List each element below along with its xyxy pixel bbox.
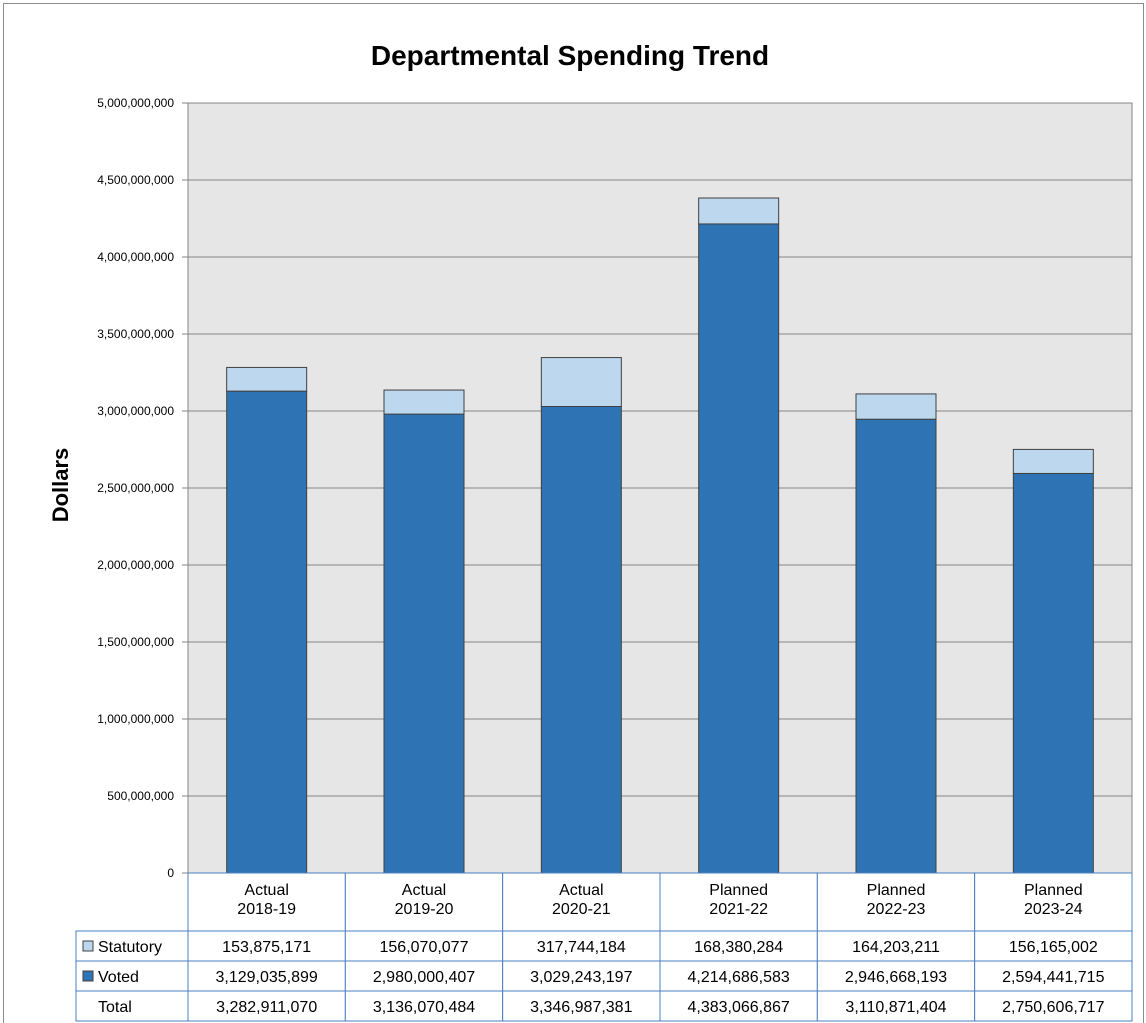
- bar-statutory-4: [855, 393, 937, 420]
- y-tick-label: 4,500,000,000: [97, 173, 174, 187]
- data-value-label: 2,980,000,407: [373, 969, 475, 986]
- table-data-cell: [187, 960, 346, 992]
- bar-voted-3: [698, 223, 780, 874]
- data-value-label: 4,214,686,583: [688, 969, 790, 986]
- data-value-label: 3,136,070,484: [373, 999, 475, 1016]
- table-data-cell: [502, 960, 661, 992]
- table-data-cell: [974, 930, 1133, 962]
- y-tick-label: 1,000,000,000: [97, 712, 174, 726]
- data-value-label: 3,346,987,381: [530, 999, 632, 1016]
- legend-swatch-voted: [82, 970, 94, 982]
- table-header-cell: [816, 872, 976, 932]
- table-header-cell: [344, 872, 504, 932]
- table-data-cell: [187, 990, 346, 1022]
- data-value-label: 153,875,171: [222, 939, 311, 956]
- data-value-label: 3,129,035,899: [216, 969, 318, 986]
- y-tick-label: 2,500,000,000: [97, 481, 174, 495]
- category-label: Actual: [559, 882, 603, 899]
- bar-voted-5: [1012, 472, 1094, 874]
- table-data-cell: [974, 990, 1133, 1022]
- y-tick-label: 0: [167, 866, 174, 880]
- chart-frame: [3, 3, 1144, 1023]
- data-value-label: 156,070,077: [380, 939, 469, 956]
- table-data-cell: [502, 990, 661, 1022]
- table-data-cell: [974, 960, 1133, 992]
- table-header-cell: [502, 872, 661, 932]
- data-value-label: 156,165,002: [1009, 939, 1098, 956]
- bar-statutory-2: [540, 357, 622, 407]
- category-label: Actual: [402, 882, 446, 899]
- category-label: Planned: [1024, 882, 1083, 899]
- category-label: Planned: [709, 882, 768, 899]
- y-tick-label: 500,000,000: [107, 789, 174, 803]
- data-value-label: 168,380,284: [694, 939, 783, 956]
- bar-statutory-0: [226, 366, 308, 392]
- table-data-cell: [344, 990, 504, 1022]
- chart-title: Departmental Spending Trend: [371, 40, 769, 71]
- y-tick-label: 3,500,000,000: [97, 327, 174, 341]
- data-value-label: 2,750,606,717: [1002, 999, 1104, 1016]
- category-label: Actual: [244, 882, 288, 899]
- category-label: 2021-22: [709, 901, 768, 918]
- bar-statutory-5: [1012, 448, 1094, 474]
- row-label-cell: [75, 930, 189, 962]
- legend-label: Statutory: [98, 939, 162, 956]
- category-label: 2023-24: [1024, 901, 1083, 918]
- bar-voted-2: [540, 405, 622, 874]
- table-header-cell: [659, 872, 818, 932]
- y-tick-label: 2,000,000,000: [97, 558, 174, 572]
- data-value-label: 4,383,066,867: [688, 999, 790, 1016]
- bar-voted-4: [855, 418, 937, 874]
- table-data-cell: [344, 930, 504, 962]
- data-value-label: 164,203,211: [852, 939, 940, 956]
- table-header-cell: [974, 872, 1133, 932]
- row-label-cell: [75, 960, 189, 992]
- y-axis-label: Dollars: [48, 448, 73, 523]
- legend-label: Total: [98, 999, 132, 1016]
- data-value-label: 2,594,441,715: [1002, 969, 1104, 986]
- category-label: 2019-20: [395, 901, 454, 918]
- data-value-label: 2,946,668,193: [845, 969, 947, 986]
- y-tick-label: 5,000,000,000: [97, 96, 174, 110]
- data-value-label: 3,029,243,197: [530, 969, 632, 986]
- legend-label: Voted: [98, 969, 139, 986]
- bar-statutory-3: [698, 197, 780, 225]
- table-data-cell: [659, 960, 818, 992]
- row-label-cell: [75, 990, 189, 1022]
- legend-swatch-statutory: [82, 940, 94, 952]
- category-label: 2022-23: [867, 901, 926, 918]
- table-data-cell: [659, 930, 818, 962]
- category-label: 2020-21: [552, 901, 611, 918]
- data-value-label: 3,110,871,404: [845, 999, 946, 1016]
- data-value-label: 3,282,911,070: [216, 999, 317, 1016]
- y-tick-label: 3,000,000,000: [97, 404, 174, 418]
- bar-statutory-1: [383, 389, 465, 415]
- category-label: Planned: [867, 882, 926, 899]
- bar-voted-1: [383, 413, 465, 874]
- bar-voted-0: [226, 390, 308, 874]
- category-label: 2018-19: [237, 901, 296, 918]
- table-data-cell: [659, 990, 818, 1022]
- data-value-label: 317,744,184: [537, 939, 626, 956]
- y-tick-label: 1,500,000,000: [97, 635, 174, 649]
- table-data-cell: [816, 930, 976, 962]
- y-tick-label: 4,000,000,000: [97, 250, 174, 264]
